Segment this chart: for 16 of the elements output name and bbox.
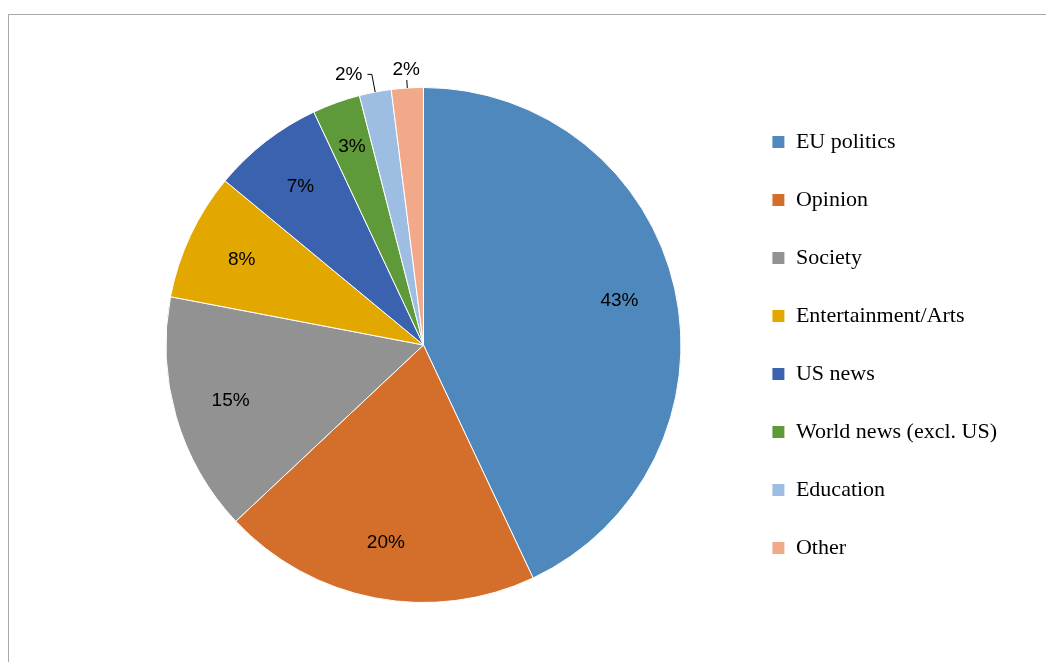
data-label: 20% [366, 530, 405, 552]
legend-label: Opinion [795, 185, 869, 211]
data-label: 7% [286, 174, 315, 196]
legend-label: US news [795, 359, 875, 385]
data-label: 15% [211, 389, 250, 411]
legend-label: Education [795, 475, 886, 501]
data-label: 2% [392, 58, 420, 80]
legend-label: EU politics [795, 127, 896, 153]
legend-label: World news (excl. US) [795, 417, 998, 443]
legend-label: Other [795, 533, 847, 559]
legend-label: Society [795, 243, 862, 269]
data-label: 3% [338, 134, 366, 156]
data-label: 2% [334, 62, 363, 84]
legend-label: Entertainment/Arts [795, 301, 965, 327]
data-label: 43% [600, 289, 639, 311]
data-label: 8% [227, 247, 256, 269]
